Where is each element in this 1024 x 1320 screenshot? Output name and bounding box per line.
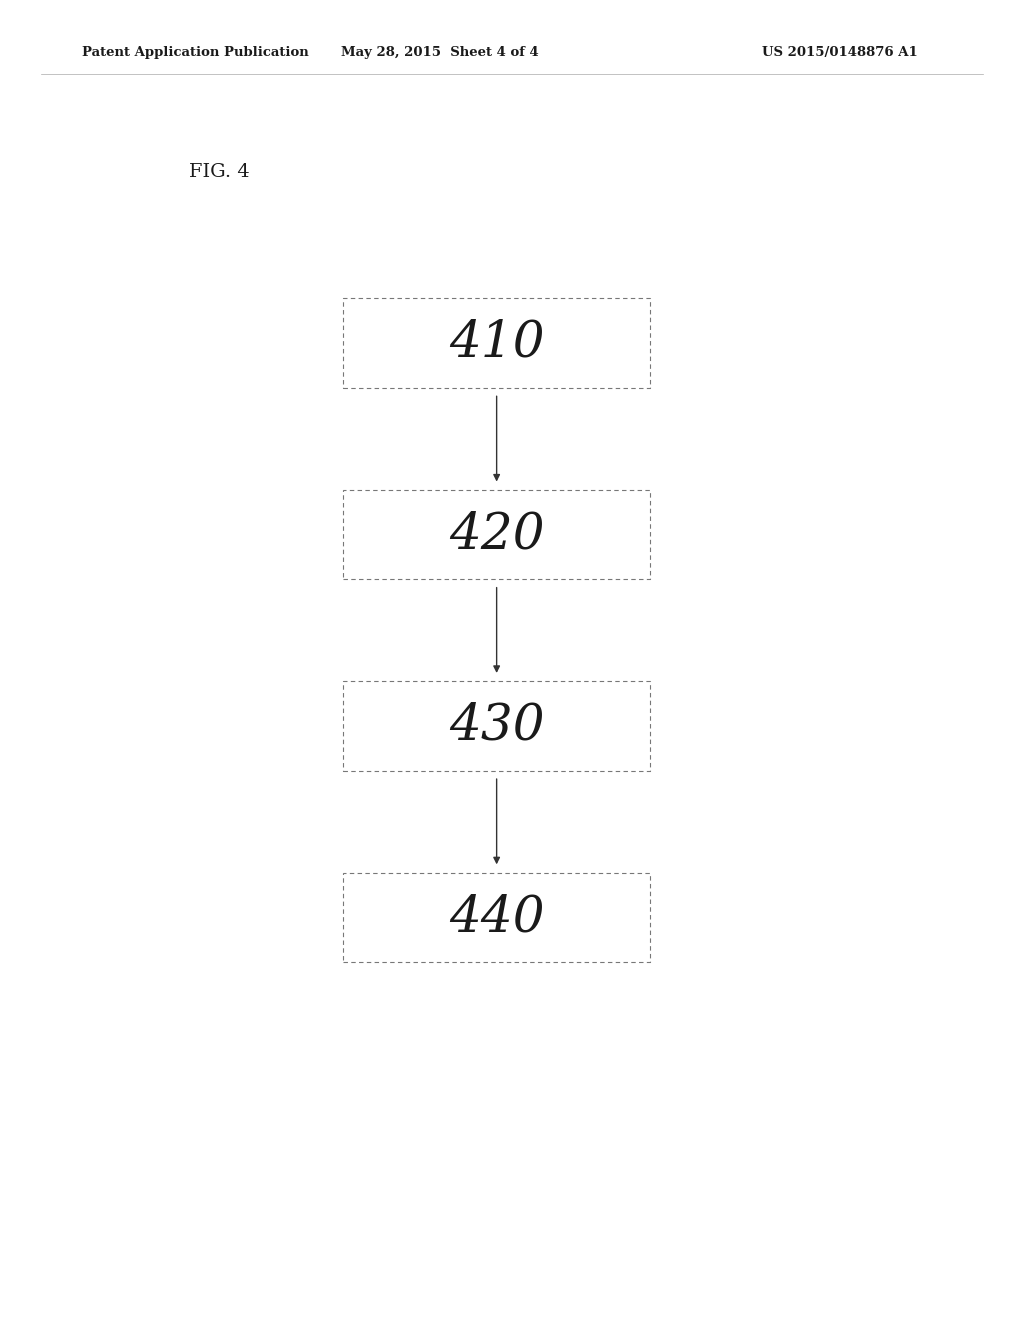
Bar (343, 490, 650, 579)
Text: May 28, 2015  Sheet 4 of 4: May 28, 2015 Sheet 4 of 4 (341, 46, 540, 59)
Text: 430: 430 (449, 701, 545, 751)
Text: 410: 410 (449, 318, 545, 368)
Text: 440: 440 (449, 892, 545, 942)
Bar (343, 298, 650, 388)
Bar (343, 681, 650, 771)
Text: FIG. 4: FIG. 4 (189, 162, 250, 181)
Text: Patent Application Publication: Patent Application Publication (82, 46, 308, 59)
Text: US 2015/0148876 A1: US 2015/0148876 A1 (762, 46, 918, 59)
Bar (343, 873, 650, 962)
Text: 420: 420 (449, 510, 545, 560)
